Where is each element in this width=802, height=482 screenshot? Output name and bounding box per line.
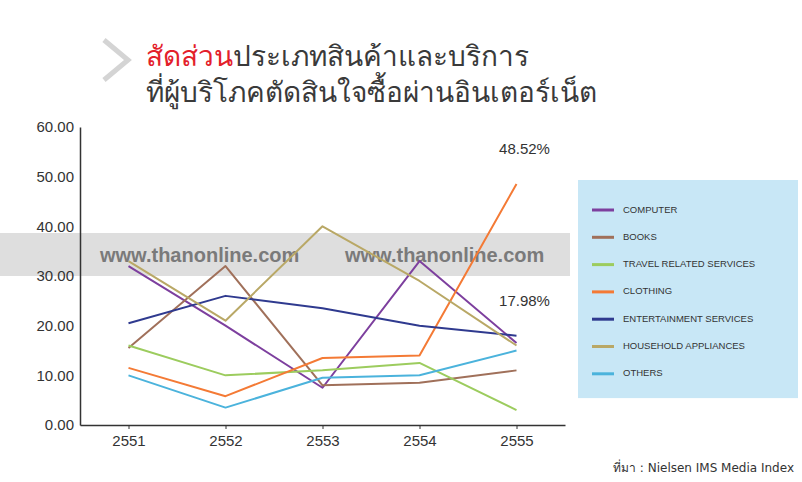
series-line (129, 226, 517, 345)
x-tick-label: 2554 (403, 432, 436, 449)
legend-swatch (592, 290, 614, 293)
legend-label: HOUSEHOLD APPLIANCES (623, 340, 745, 351)
x-axis: 2551 2552 2553 2554 2555 (81, 425, 566, 449)
legend-swatch (592, 345, 614, 348)
legend-label: TRAVEL RELATED SERVICES (623, 258, 755, 269)
watermark-text: www.thanonline.com (99, 244, 299, 266)
legend-label: BOOKS (623, 231, 657, 242)
legend-item: TRAVEL RELATED SERVICES (592, 258, 755, 269)
legend-label: COMPUTER (623, 204, 678, 215)
x-tick-label: 2551 (112, 432, 145, 449)
chart-svg: สัดส่วนประเภทสินค้าและบริการที่ผู้บริโภค… (0, 0, 802, 482)
x-tick: 2551 (112, 425, 145, 449)
title-line: ที่ผู้บริโภคตัดสินใจซื้อผ่านอินเตอร์เน็ต (146, 72, 597, 110)
legend-label: OTHERS (623, 367, 663, 378)
legend-label: ENTERTAINMENT SERVICES (623, 313, 753, 324)
title-text: สัดส่วน (146, 40, 233, 73)
x-tick-mark (420, 425, 421, 429)
series-line (129, 351, 517, 408)
plot-lines (129, 184, 517, 410)
y-tick: 30.00 (36, 267, 80, 284)
x-tick-mark (323, 425, 324, 429)
legend-swatch (592, 318, 614, 321)
annotation: 17.98% (499, 292, 550, 309)
legend-item: CLOTHING (592, 285, 672, 296)
x-tick: 2553 (306, 425, 339, 449)
x-tick-label: 2553 (306, 432, 339, 449)
title-chevron (104, 40, 128, 80)
x-tick-mark (517, 425, 518, 429)
title-text: ประเภทสินค้าและบริการ (233, 40, 529, 73)
y-tick: 0.00 (45, 416, 80, 433)
series-line (129, 261, 517, 388)
y-tick: 20.00 (36, 317, 80, 334)
series-line (129, 184, 517, 396)
source: ที่มา : Nielsen IMS Media Index (613, 459, 794, 475)
legend-item: BOOKS (592, 231, 657, 242)
series-line (129, 296, 517, 336)
legend-label: CLOTHING (623, 285, 672, 296)
x-tick: 2554 (403, 425, 436, 449)
y-axis: 0.00 10.00 20.00 30.00 40.00 50.00 60.00 (36, 118, 80, 433)
legend-box (578, 180, 798, 398)
y-tick: 40.00 (36, 218, 80, 235)
y-tick-label: 30.00 (36, 267, 74, 284)
legend-swatch (592, 236, 614, 239)
legend-item: HOUSEHOLD APPLIANCES (592, 340, 745, 351)
x-tick: 2552 (209, 425, 242, 449)
series-line (129, 266, 517, 385)
x-tick-mark (129, 425, 130, 429)
y-tick-label: 50.00 (36, 168, 74, 185)
legend-item: COMPUTER (592, 204, 678, 215)
legend-swatch (592, 209, 614, 212)
annotation: 48.52% (499, 140, 550, 157)
legend: COMPUTER BOOKS TRAVEL RELATED SERVICES CLOT… (578, 180, 798, 398)
x-tick-mark (226, 425, 227, 429)
title-text: ที่ผู้บริโภคตัดสินใจซื้อผ่านอินเตอร์เน็ต (146, 72, 597, 110)
legend-swatch (592, 372, 614, 375)
y-tick: 60.00 (36, 118, 80, 135)
legend-item: ENTERTAINMENT SERVICES (592, 313, 753, 324)
y-tick: 10.00 (36, 367, 80, 384)
title: สัดส่วนประเภทสินค้าและบริการที่ผู้บริโภค… (146, 40, 597, 110)
annotations: 48.52% 17.98% (499, 140, 550, 309)
y-tick-label: 60.00 (36, 118, 74, 135)
title-line: สัดส่วนประเภทสินค้าและบริการ (146, 40, 529, 73)
y-tick: 50.00 (36, 168, 80, 185)
y-tick-label: 10.00 (36, 367, 74, 384)
x-tick: 2555 (500, 425, 533, 449)
y-axis-line (80, 128, 82, 426)
y-tick-label: 40.00 (36, 218, 74, 235)
legend-item: OTHERS (592, 367, 663, 378)
y-tick-label: 20.00 (36, 317, 74, 334)
chart-root: สัดส่วนประเภทสินค้าและบริการที่ผู้บริโภค… (0, 0, 802, 482)
y-tick-label: 0.00 (45, 416, 74, 433)
series-line (129, 346, 517, 411)
x-tick-label: 2555 (500, 432, 533, 449)
x-tick-label: 2552 (209, 432, 242, 449)
legend-swatch (592, 263, 614, 266)
